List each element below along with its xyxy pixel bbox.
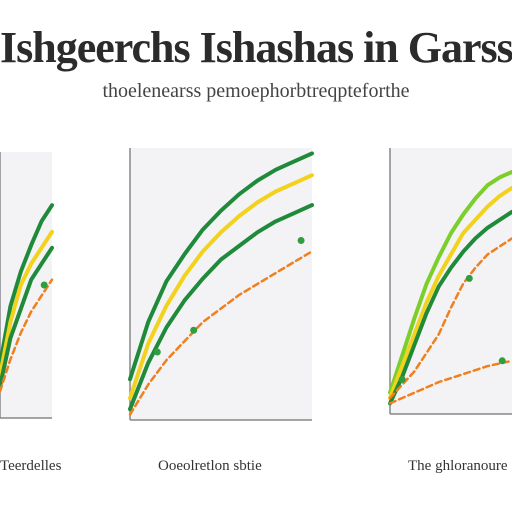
series-line-4 xyxy=(0,278,54,393)
series-line-2 xyxy=(0,229,54,378)
series-line-4 xyxy=(128,250,314,416)
series-line-3 xyxy=(0,245,54,389)
series-line-4 xyxy=(388,237,512,400)
plot-area xyxy=(130,148,312,420)
series-line-5 xyxy=(388,359,512,405)
data-point-1 xyxy=(153,348,161,356)
chart-2-caption: Ooeolretlon sbtie xyxy=(158,458,262,474)
series-line-1 xyxy=(128,151,314,382)
chart-1-caption: Teerdelles xyxy=(0,458,62,474)
data-point-1 xyxy=(40,281,48,289)
page-title: Ishgeerchs Ishashas in Garssa xyxy=(0,23,512,72)
data-point-2 xyxy=(465,274,473,282)
series-line-2 xyxy=(388,185,512,400)
plot-area xyxy=(390,148,512,414)
chart-panel-2 xyxy=(128,148,314,421)
data-point-3 xyxy=(498,357,506,365)
data-point-3 xyxy=(297,236,305,244)
series-line-3 xyxy=(128,203,314,412)
series-line-3 xyxy=(388,209,512,406)
data-point-1 xyxy=(398,375,406,383)
chart-panel-1 xyxy=(0,152,54,419)
series-line-1 xyxy=(0,203,54,367)
series-line-1 xyxy=(388,169,512,395)
series-line-2 xyxy=(128,173,314,401)
chart-3-caption: The ghloranoure xyxy=(408,458,508,474)
page-subtitle: thoelenearss pemoephorbtreqpteforthe xyxy=(102,80,410,102)
chart-panel-3 xyxy=(388,148,512,415)
data-point-2 xyxy=(190,326,198,334)
